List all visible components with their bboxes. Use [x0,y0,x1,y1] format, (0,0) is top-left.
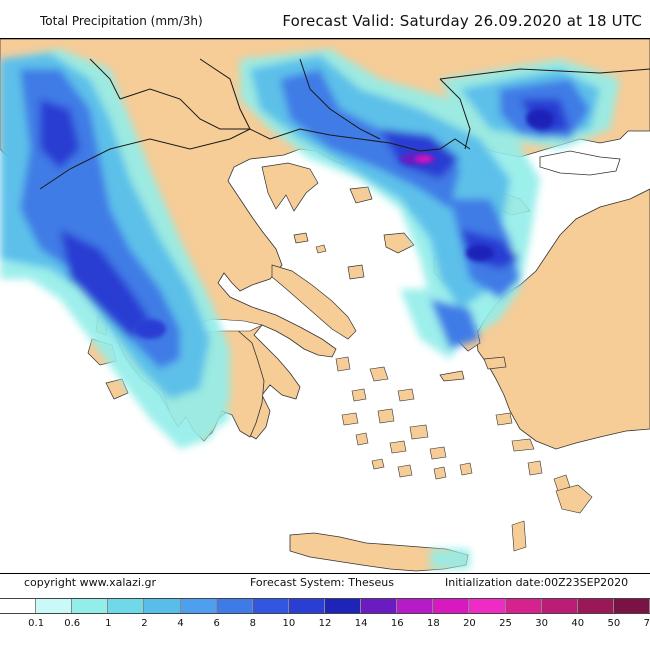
legend-swatch [324,599,362,613]
legend-label: 40 [571,618,585,629]
legend-swatch [541,599,578,613]
land-evia [271,264,357,340]
island-lemnos [383,232,415,254]
legend-swatch [288,599,325,613]
legend-swatch [0,599,37,613]
legend-label: 20 [463,618,476,629]
legend-swatch [361,599,398,613]
legend-label: 2 [141,618,148,629]
island-skiathos [293,232,309,244]
legend-label: 8 [249,618,256,629]
legend-label: 30 [535,618,549,629]
forecast-system-text: Forecast System: Theseus [250,576,394,589]
island-lesser-north [315,244,327,254]
precipitation-map [0,38,650,574]
cyclades-islands [335,356,473,480]
legend-swatch [216,599,253,613]
forecast-valid-label: Forecast Valid: Saturday 26.09.2020 at 1… [282,12,642,30]
legend-swatch [252,599,289,613]
sea-marmara [539,150,621,176]
legend-swatch [108,599,145,613]
legend-label: 18 [426,618,440,629]
legend-label: 10 [282,618,296,629]
legend-label: 12 [318,618,332,629]
footer: copyright www.xalazi.gr Forecast System:… [0,576,650,590]
legend-label: 14 [354,618,368,629]
legend-label: 4 [177,618,184,629]
legend-swatch [144,599,181,613]
legend-swatch [577,599,614,613]
legend-label: 0.1 [28,618,45,629]
island-skyros [347,264,365,280]
initialization-date-text: Initialization date:00Z23SEP2020 [445,576,629,589]
legend-swatch [613,599,650,613]
dodecanese-islands [495,412,593,552]
land-chalkidiki [261,162,319,212]
legend-label: 1 [105,618,112,629]
island-ikaria [439,370,465,382]
legend-swatch [469,599,506,613]
legend-label: 0.6 [64,618,81,629]
legend-label: 25 [499,618,512,629]
legend-swatch [72,599,109,613]
legend-label: 50 [607,618,621,629]
color-legend [0,598,650,614]
country-borders [39,58,650,190]
legend-label: 6 [213,618,220,629]
island-zakynthos [105,378,129,400]
legend-labels: 0.10.6124681012141618202530405070 [0,618,650,632]
legend-label: 70 [643,618,650,629]
legend-swatch [36,599,73,613]
island-samos [483,356,507,370]
land-turkey [475,188,650,450]
island-thasos [349,186,373,204]
island-rhodes [555,484,593,514]
map-title: Total Precipitation (mm/3h) [40,14,203,28]
legend-swatch [433,599,470,613]
precipitation-core [134,109,554,339]
copyright-text: copyright www.xalazi.gr [24,576,156,589]
legend-label: 16 [390,618,404,629]
island-karpathos [511,520,527,552]
legend-swatch [180,599,217,613]
legend-swatch [505,599,542,613]
legend-swatch [397,599,434,613]
